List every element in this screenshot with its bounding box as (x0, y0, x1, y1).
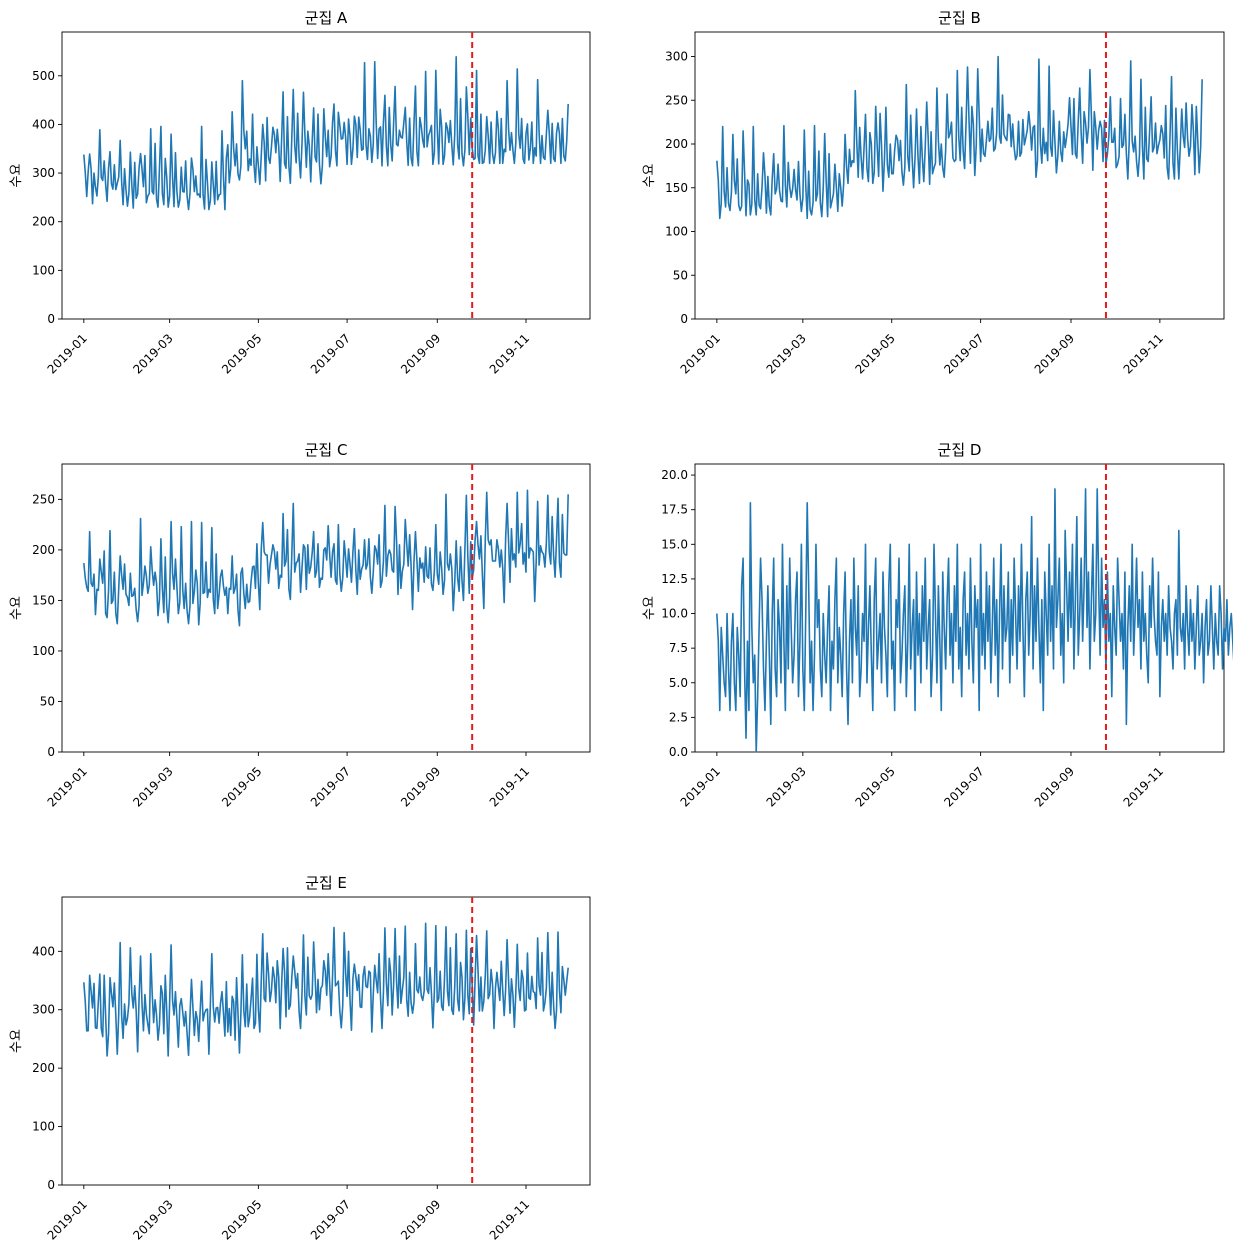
x-tick-label: 2019-03 (130, 331, 175, 376)
y-tick-label: 300 (32, 166, 55, 180)
x-tick-label: 2019-01 (45, 1197, 90, 1242)
chart-panel-4: 군집 D 0.0 2.5 5.0 7.5 10.0 12.5 15.0 17.5 20.0 수요 20… (642, 441, 1233, 810)
y-tick-label: 200 (32, 215, 55, 229)
y-tick-label: 10.0 (661, 607, 688, 621)
x-tick-label: 2019-05 (219, 331, 264, 376)
x-tick-label: 2019-11 (487, 1197, 532, 1242)
chart-panel-2: 군집 B 0 50 100 150 200 250 300 수요 2019-01 2019-03 20… (642, 9, 1225, 377)
x-tick-label: 2019-07 (941, 764, 986, 809)
y-tick-label: 250 (665, 93, 688, 107)
x-tick-label: 2019-11 (487, 764, 532, 809)
y-tick-label: 0.0 (669, 745, 688, 759)
y-tick-label: 0 (680, 312, 688, 326)
y-tick-label: 500 (32, 69, 55, 83)
y-tick-label: 20.0 (661, 468, 688, 482)
y-axis-label: 수요 (9, 596, 24, 620)
y-axis-label: 수요 (9, 164, 24, 188)
chart-title: 군집 C (305, 441, 348, 459)
chart-title: 군집 B (938, 9, 981, 27)
x-tick-label: 2019-07 (308, 764, 353, 809)
series-line (716, 488, 1233, 753)
plot-frame (61, 463, 591, 753)
x-tick-label: 2019-03 (130, 764, 175, 809)
y-axis-label: 수요 (642, 164, 657, 188)
y-tick-label: 100 (32, 644, 55, 658)
x-tick-label: 2019-03 (130, 1197, 175, 1242)
y-tick-label: 50 (673, 268, 688, 282)
y-tick-label: 200 (665, 137, 688, 151)
chart-panel-5: 군집 E 0 100 200 300 400 수요 2019-01 2019-03 2019-05… (9, 874, 591, 1243)
x-tick-label: 2019-05 (853, 331, 898, 376)
y-axis-label: 수요 (642, 596, 657, 620)
plot-frame (61, 31, 591, 320)
y-tick-label: 100 (32, 263, 55, 277)
y-tick-label: 0 (47, 1178, 55, 1192)
y-tick-label: 50 (40, 694, 55, 708)
x-tick-label: 2019-11 (1121, 331, 1166, 376)
plot-frame (61, 896, 591, 1186)
y-tick-label: 400 (32, 117, 55, 131)
x-tick-label: 2019-11 (487, 331, 532, 376)
x-tick-label: 2019-09 (398, 1197, 443, 1242)
y-tick-label: 150 (32, 593, 55, 607)
x-tick-label: 2019-05 (853, 764, 898, 809)
x-tick-label: 2019-01 (678, 764, 723, 809)
y-axis-label: 수요 (9, 1029, 24, 1053)
series-line (716, 55, 1203, 220)
y-tick-label: 2.5 (669, 710, 688, 724)
y-tick-label: 100 (665, 225, 688, 239)
y-tick-label: 150 (665, 181, 688, 195)
y-tick-label: 250 (32, 492, 55, 506)
series-line (83, 489, 569, 627)
x-tick-label: 2019-09 (1032, 764, 1077, 809)
x-tick-label: 2019-05 (219, 1197, 264, 1242)
y-tick-label: 300 (665, 50, 688, 64)
series-line (83, 922, 569, 1057)
y-tick-label: 200 (32, 543, 55, 557)
x-tick-label: 2019-07 (941, 331, 986, 376)
y-tick-label: 17.5 (661, 503, 688, 517)
x-tick-label: 2019-01 (45, 764, 90, 809)
y-tick-label: 200 (32, 1061, 55, 1075)
series-line (83, 56, 569, 211)
x-tick-label: 2019-11 (1121, 764, 1166, 809)
y-tick-label: 300 (32, 1003, 55, 1017)
x-tick-label: 2019-03 (764, 764, 809, 809)
chart-title: 군집 D (938, 441, 982, 459)
chart-panel-3: 군집 C 0 50 100 150 200 250 수요 2019-01 2019-03 2019-… (9, 441, 591, 810)
y-tick-label: 100 (32, 1120, 55, 1134)
y-tick-label: 0 (47, 745, 55, 759)
chart-title: 군집 E (305, 874, 347, 892)
y-tick-label: 12.5 (661, 572, 688, 586)
x-tick-label: 2019-01 (678, 331, 723, 376)
y-tick-label: 7.5 (669, 641, 688, 655)
chart-title: 군집 A (305, 9, 348, 27)
x-tick-label: 2019-05 (219, 764, 264, 809)
y-tick-label: 15.0 (661, 537, 688, 551)
x-tick-label: 2019-07 (308, 1197, 353, 1242)
x-tick-label: 2019-01 (45, 331, 90, 376)
x-tick-label: 2019-07 (308, 331, 353, 376)
y-tick-label: 5.0 (669, 676, 688, 690)
chart-panel-1: 군집 A 0 100 200 300 400 500 수요 2019-01 2019-03 2019… (9, 9, 591, 377)
x-tick-label: 2019-03 (764, 331, 809, 376)
y-tick-label: 400 (32, 944, 55, 958)
x-tick-label: 2019-09 (398, 764, 443, 809)
x-tick-label: 2019-09 (398, 331, 443, 376)
y-tick-label: 0 (47, 312, 55, 326)
x-tick-label: 2019-09 (1032, 331, 1077, 376)
